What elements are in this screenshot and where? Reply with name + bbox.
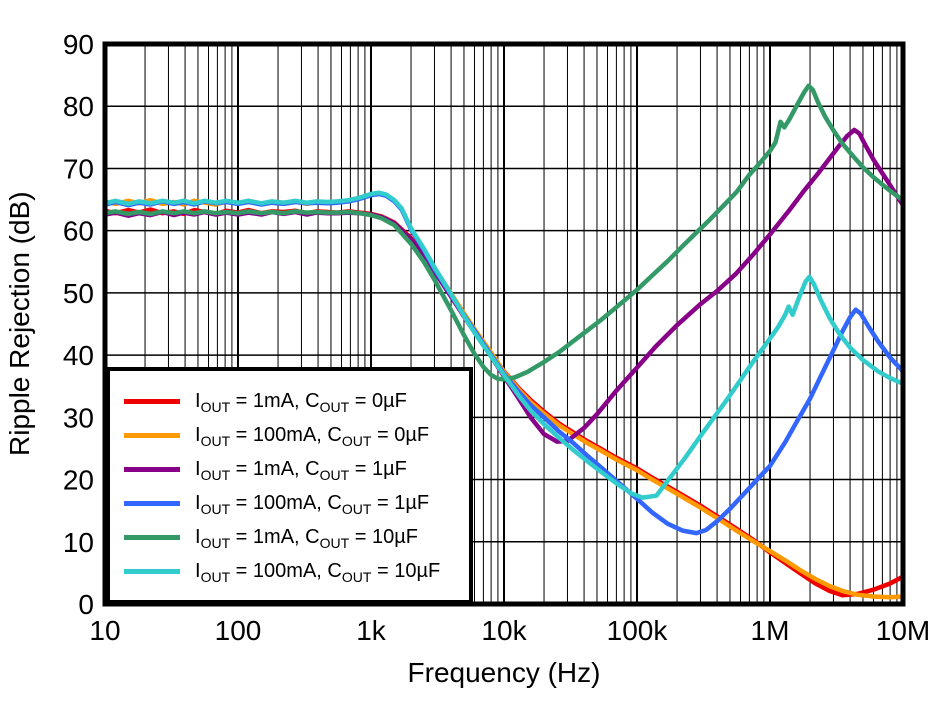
y-tick-label: 50 xyxy=(63,278,94,309)
y-tick-label: 70 xyxy=(63,153,94,184)
legend-swatch-cyan xyxy=(124,568,180,574)
x-tick-label: 1k xyxy=(356,615,387,646)
legend-swatch-purple xyxy=(124,466,180,472)
legend-item-green: IOUT = 1mA, COUT = 10µF xyxy=(110,520,469,554)
legend-label: IOUT = 1mA, COUT = 1µF xyxy=(195,457,407,483)
legend-label: IOUT = 100mA, COUT = 0µF xyxy=(195,423,430,449)
y-tick-label: 80 xyxy=(63,91,94,122)
y-tick-label: 10 xyxy=(63,527,94,558)
x-tick-label: 10M xyxy=(876,615,928,646)
x-axis-title: Frequency (Hz) xyxy=(407,657,601,688)
x-tick-label: 100 xyxy=(215,615,262,646)
y-tick-label: 20 xyxy=(63,465,94,496)
plot-frame xyxy=(102,41,906,607)
y-tick-label: 90 xyxy=(63,29,94,60)
curve-iout-1ma-cout-10uf xyxy=(102,83,906,382)
legend-label: IOUT = 1mA, COUT = 10µF xyxy=(195,525,418,551)
legend-swatch-green xyxy=(124,534,180,540)
x-tick-label: 1M xyxy=(751,615,790,646)
legend-swatch-red xyxy=(124,398,180,404)
legend-item-purple: IOUT = 1mA, COUT = 1µF xyxy=(110,452,469,486)
x-tick-label: 10 xyxy=(89,615,120,646)
y-axis-title: Ripple Rejection (dB) xyxy=(4,191,35,457)
curve-iout-100ma-cout-10uf xyxy=(102,190,906,500)
y-tick-label: 30 xyxy=(63,402,94,433)
y-tick-label: 60 xyxy=(63,216,94,247)
legend-item-red: IOUT = 1mA, COUT = 0µF xyxy=(110,384,469,418)
y-tick-label: 40 xyxy=(63,340,94,371)
x-tick-label: 10k xyxy=(481,615,527,646)
legend-swatch-blue xyxy=(124,500,180,506)
y-tick-label: 0 xyxy=(78,589,94,620)
legend-item-blue: IOUT = 100mA, COUT = 1µF xyxy=(110,486,469,520)
legend-label: IOUT = 100mA, COUT = 10µF xyxy=(195,559,441,585)
x-tick-label: 100k xyxy=(607,615,669,646)
legend-item-orange: IOUT = 100mA, COUT = 0µF xyxy=(110,418,469,452)
legend-label: IOUT = 1mA, COUT = 0µF xyxy=(195,389,407,415)
legend-swatch-orange xyxy=(124,432,180,438)
legend-box: IOUT = 1mA, COUT = 0µF IOUT = 100mA, COU… xyxy=(106,367,473,604)
legend-label: IOUT = 100mA, COUT = 1µF xyxy=(195,491,430,517)
legend-item-cyan: IOUT = 100mA, COUT = 10µF xyxy=(110,554,469,588)
